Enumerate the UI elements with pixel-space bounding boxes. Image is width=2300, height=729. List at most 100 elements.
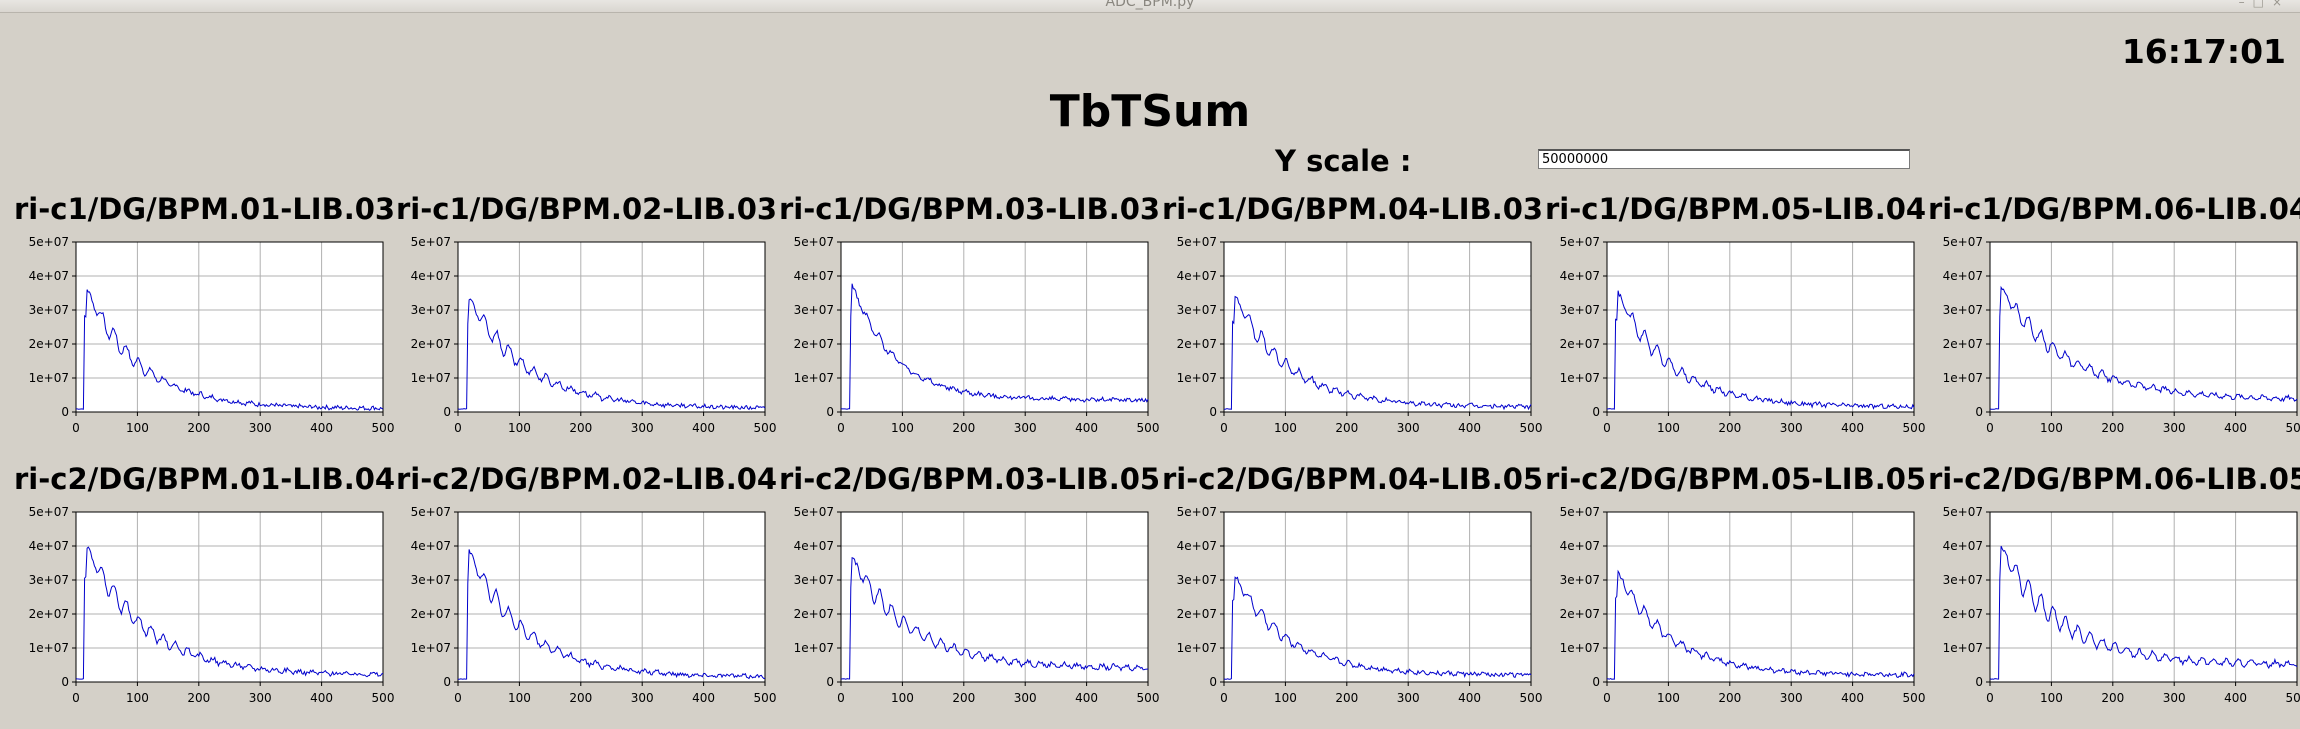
y-tick-label: 5e+07 [794,505,834,519]
plot-canvas[interactable]: 0 100 200 300 400 500 0 1e+07 2e+07 3e+07 4e+07 5e+… [14,232,395,452]
y-tick-label: 5e+07 [1560,235,1600,249]
y-tick-label: 3e+07 [1177,303,1217,317]
bpm-plot-panel: ri-c1/DG/BPM.06-LIB.04 0 100 200 300 400 500 0 1… [1928,192,2300,454]
plot-canvas[interactable]: 0 100 200 300 400 500 0 1e+07 2e+07 3e+07 4e+07 5e+… [779,232,1160,452]
plot-area [75,241,384,413]
bpm-plot-panel: ri-c1/DG/BPM.04-LIB.03 0 100 200 300 400 500 0 1… [1162,192,1544,454]
minimize-icon[interactable]: – [2238,0,2253,9]
x-tick-label: 0 [72,421,80,435]
plot-area [457,241,766,413]
x-tick-label: 0 [72,691,80,705]
x-tick-label: 0 [1220,691,1228,705]
plot-canvas[interactable]: 0 100 200 300 400 500 0 1e+07 2e+07 3e+07 4e+07 5e+… [1928,232,2300,452]
x-tick-label: 300 [249,691,272,705]
x-tick-label: 100 [1657,691,1680,705]
plot-canvas[interactable]: 0 100 200 300 400 500 0 1e+07 2e+07 3e+07 4e+07 5e+… [1162,232,1543,452]
x-tick-label: 500 [1520,691,1543,705]
y-tick-label: 1e+07 [1177,641,1217,655]
plot-canvas[interactable]: 0 100 200 300 400 500 0 1e+07 2e+07 3e+07 4e+07 5e+… [14,502,395,722]
y-tick-label: 2e+07 [1560,607,1600,621]
y-tick-label: 2e+07 [1560,337,1600,351]
x-tick-label: 400 [692,691,715,705]
y-tick-label: 1e+07 [1177,371,1217,385]
page-title: TbTSum [1049,86,1251,137]
y-tick-label: 4e+07 [29,539,69,553]
x-tick-label: 200 [187,691,210,705]
bpm-plot-panel: ri-c2/DG/BPM.03-LIB.05 0 100 200 300 400 500 0 1… [779,462,1161,724]
bpm-plot-panel: ri-c2/DG/BPM.02-LIB.04 0 100 200 300 400 500 0 1… [396,462,778,724]
x-tick-label: 400 [2224,421,2247,435]
bpm-plot-panel: ri-c2/DG/BPM.04-LIB.05 0 100 200 300 400 500 0 1… [1162,462,1544,724]
maximize-icon[interactable]: □ [2252,0,2272,9]
signal-trace [1989,545,2298,680]
y-tick-label: 0 [1975,405,1983,419]
y-tick-label: 2e+07 [411,607,451,621]
plot-frame [1223,511,1532,683]
x-tick-label: 0 [454,691,462,705]
x-tick-label: 300 [1780,421,1803,435]
x-tick-label: 400 [1458,691,1481,705]
y-tick-label: 2e+07 [411,337,451,351]
x-tick-label: 100 [126,421,149,435]
y-tick-label: 5e+07 [29,505,69,519]
y-tick-label: 1e+07 [794,371,834,385]
plot-title: ri-c2/DG/BPM.04-LIB.05 [1162,462,1544,496]
plot-canvas[interactable]: 0 100 200 300 400 500 0 1e+07 2e+07 3e+07 4e+07 5e+… [396,502,777,722]
plot-canvas[interactable]: 0 100 200 300 400 500 0 1e+07 2e+07 3e+07 4e+07 5e+… [779,502,1160,722]
y-tick-label: 1e+07 [1943,371,1983,385]
plot-area [1606,511,1915,683]
y-tick-label: 4e+07 [1943,539,1983,553]
y-tick-label: 1e+07 [29,641,69,655]
x-tick-label: 100 [508,421,531,435]
x-tick-label: 200 [952,421,975,435]
x-tick-label: 400 [310,421,333,435]
y-tick-label: 1e+07 [411,641,451,655]
x-tick-label: 100 [508,691,531,705]
close-icon[interactable]: × [2271,0,2290,9]
x-tick-label: 100 [2040,421,2063,435]
plot-frame [1989,511,2298,683]
x-tick-label: 300 [1397,691,1420,705]
x-tick-label: 500 [1903,691,1926,705]
x-tick-label: 400 [310,691,333,705]
yscale-input[interactable] [1538,149,1910,169]
window-controls[interactable]: –□× [2239,0,2290,9]
plot-canvas[interactable]: 0 100 200 300 400 500 0 1e+07 2e+07 3e+07 4e+07 5e+… [396,232,777,452]
plot-frame [1989,241,2298,413]
y-tick-label: 4e+07 [1177,539,1217,553]
x-tick-label: 300 [1780,691,1803,705]
y-tick-label: 0 [443,405,451,419]
x-tick-label: 500 [2286,691,2300,705]
plot-frame [75,511,384,683]
x-tick-label: 200 [569,421,592,435]
y-tick-label: 2e+07 [29,337,69,351]
plot-area [1606,241,1915,413]
y-tick-label: 5e+07 [411,235,451,249]
plot-canvas[interactable]: 0 100 200 300 400 500 0 1e+07 2e+07 3e+07 4e+07 5e+… [1545,502,1926,722]
x-tick-label: 400 [1841,691,1864,705]
bpm-plot-panel: ri-c2/DG/BPM.01-LIB.04 0 100 200 300 400 500 0 1… [14,462,396,724]
plot-canvas[interactable]: 0 100 200 300 400 500 0 1e+07 2e+07 3e+07 4e+07 5e+… [1545,232,1926,452]
y-tick-label: 2e+07 [1177,337,1217,351]
y-tick-label: 2e+07 [1177,607,1217,621]
plot-canvas[interactable]: 0 100 200 300 400 500 0 1e+07 2e+07 3e+07 4e+07 5e+… [1928,502,2300,722]
x-tick-label: 500 [1903,421,1926,435]
plot-title: ri-c1/DG/BPM.01-LIB.03 [14,192,396,226]
plot-frame [840,241,1149,413]
window-titlebar[interactable]: ADC_BPM.py –□× [0,0,2300,13]
x-tick-label: 300 [1014,691,1037,705]
plot-canvas[interactable]: 0 100 200 300 400 500 0 1e+07 2e+07 3e+07 4e+07 5e+… [1162,502,1543,722]
plot-title: ri-c2/DG/BPM.06-LIB.05 [1928,462,2300,496]
bpm-plot-panel: ri-c1/DG/BPM.03-LIB.03 0 100 200 300 400 500 0 1… [779,192,1161,454]
y-tick-label: 4e+07 [1943,269,1983,283]
y-tick-label: 5e+07 [1177,505,1217,519]
yscale-label: Y scale : [1275,144,1412,178]
y-tick-label: 4e+07 [794,269,834,283]
y-tick-label: 4e+07 [1177,269,1217,283]
plot-area [75,511,384,683]
y-tick-label: 0 [1592,405,1600,419]
plot-frame [457,511,766,683]
x-tick-label: 100 [126,691,149,705]
plot-area [1223,241,1532,413]
x-tick-label: 200 [1718,691,1741,705]
